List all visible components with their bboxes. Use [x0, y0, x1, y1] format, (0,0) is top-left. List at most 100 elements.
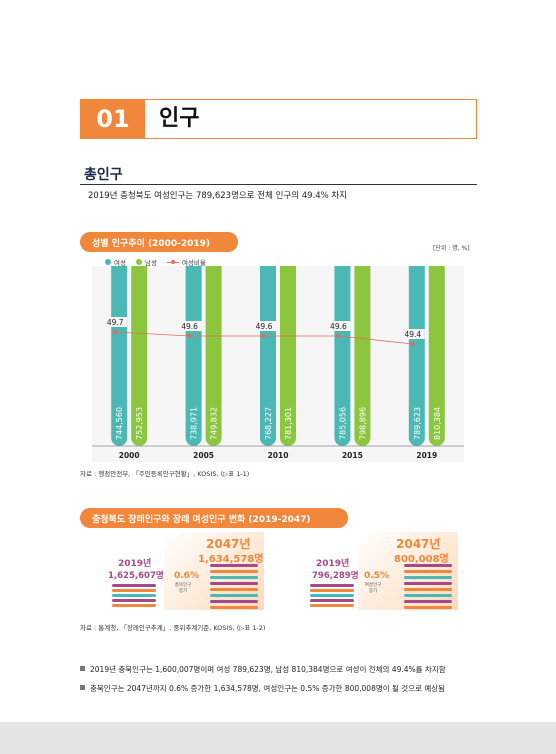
left-pct-label-2: 증가 — [178, 589, 188, 594]
ratio-point — [336, 334, 341, 338]
section-title: 총인구 — [84, 167, 123, 183]
left-value-future: 1,634,578명 — [198, 554, 264, 565]
x-tick-label: 2000 — [119, 451, 140, 460]
report-page: 01 인구 총인구 2019년 충청북도 여성인구는 789,623명으로 전체… — [0, 0, 556, 722]
stripe-large — [210, 570, 258, 573]
left-value-now: 1,625,607명 — [108, 571, 164, 581]
male-bar — [205, 256, 222, 446]
population-trend-chart: 744,560 752,953 2000 738,971 749,832 2005 768,… — [92, 237, 464, 462]
stripe-small — [310, 604, 354, 607]
summary-note: 2019년 충북인구는 1,600,007명이며 여성 789,623명, 남성… — [80, 664, 446, 675]
left-year-future: 2047년 — [206, 537, 251, 551]
legend-female: 여성 — [105, 257, 126, 267]
female-bar-label: 768,227 — [264, 407, 273, 440]
ratio-label-bg — [103, 317, 128, 327]
female-bar — [408, 248, 425, 446]
summary-note-text: 충북인구는 2047년까지 0.6% 증가한 1,634,578명, 여성인구는… — [90, 684, 446, 693]
male-bar — [354, 246, 371, 446]
right-year-now: 2019년 — [316, 559, 350, 569]
x-tick-label: 2010 — [268, 451, 289, 460]
section-subtitle: 2019년 충청북도 여성인구는 789,623명으로 전체 인구의 49.4%… — [88, 191, 348, 201]
male-bar — [428, 243, 445, 446]
stripe-large — [210, 564, 258, 567]
right-value-now: 796,289명 — [312, 571, 359, 581]
left-year-now: 2019년 — [118, 559, 152, 569]
stripe-small — [310, 594, 354, 597]
male-dot-icon — [135, 259, 142, 265]
ratio-line-icon — [166, 259, 179, 264]
female-bar-label: 738,971 — [190, 407, 199, 440]
ratio-point — [410, 342, 415, 346]
ratio-label: 49.4 — [404, 330, 421, 339]
stripe-small — [310, 589, 354, 592]
male-bar — [280, 249, 296, 446]
stripe-small — [112, 584, 156, 587]
stripe-large — [210, 606, 258, 609]
female-bar — [185, 258, 202, 446]
left-pct-label-1: 총북인구 — [174, 583, 192, 588]
page-bottom-strip — [0, 722, 556, 754]
right-value-future: 800,008명 — [394, 554, 449, 565]
female-dot-icon — [105, 259, 111, 265]
x-tick-label: 2005 — [193, 451, 214, 460]
female-bar — [334, 248, 351, 446]
ratio-label-bg — [252, 321, 276, 331]
ratio-point — [113, 330, 118, 334]
section-divider — [80, 184, 477, 185]
male-bar-label: 752,953 — [135, 407, 144, 440]
female-bar-label: 744,560 — [115, 407, 124, 440]
legend-male: 남성 — [135, 257, 157, 267]
chart1-unit: [단위 : 명, %] — [433, 245, 470, 252]
female-bar-label: 785,056 — [338, 407, 347, 440]
stripe-large — [404, 582, 452, 585]
female-bar — [260, 252, 276, 446]
male-bar-label: 810,384 — [433, 407, 442, 440]
summary-note: 충북인구는 2047년까지 0.6% 증가한 1,634,578명, 여성인구는… — [80, 683, 446, 694]
ratio-label: 49.6 — [330, 322, 347, 331]
male-bar — [131, 255, 148, 446]
future-female-infographic: 2019년 796,289명 2047년 800,008명 0.5% 여성인구 … — [300, 530, 468, 612]
x-tick-label: 2019 — [416, 451, 437, 460]
stripe-large — [210, 576, 258, 579]
male-bar-label: 781,301 — [284, 407, 293, 440]
stripe-small — [112, 604, 156, 607]
legend-ratio-label: 여성비율 — [181, 259, 206, 267]
male-bar-label: 749,832 — [210, 407, 219, 440]
male-bar-label: 798,896 — [358, 407, 367, 440]
chart1-title-pill: 성별 인구추이 (2000-2019) — [80, 232, 238, 252]
stripe-large — [210, 582, 258, 585]
stripe-large — [210, 588, 258, 591]
stripe-large — [404, 570, 452, 573]
chart1-legend: 여성 남성 여성비율 — [105, 257, 206, 267]
future-population-infographic: 2019년 1,625,607명 2047년 1,634,578명 0.6% 총… — [108, 530, 270, 612]
stripe-large — [210, 600, 258, 603]
stripe-large — [404, 606, 452, 609]
population-trend-chart-svg: 744,560 752,953 2000 738,971 749,832 2005 768,… — [92, 237, 464, 460]
legend-male-label: 남성 — [144, 259, 157, 267]
chart1-source: 자료 : 행정안전부, 「주민등록인구현황」, KOSIS, (▷표 1-1) — [80, 470, 250, 478]
ratio-label-bg — [400, 329, 425, 339]
stripe-large — [404, 576, 452, 579]
summary-note-text: 2019년 충북인구는 1,600,007명이며 여성 789,623명, 남성… — [90, 665, 446, 674]
left-pct: 0.6% — [174, 571, 199, 581]
right-year-future: 2047년 — [396, 537, 441, 551]
ratio-label: 49.6 — [256, 322, 273, 331]
right-pct-label-1: 여성인구 — [364, 583, 382, 588]
stripe-large — [404, 588, 452, 591]
summary-notes: 2019년 충북인구는 1,600,007명이며 여성 789,623명, 남성… — [80, 664, 446, 702]
bullet-square-icon — [80, 666, 85, 671]
stripe-small — [112, 594, 156, 597]
bullet-square-icon — [80, 685, 85, 690]
female-bar-label: 789,623 — [413, 407, 422, 440]
ratio-label-bg — [326, 321, 351, 331]
stripe-small — [310, 584, 354, 587]
stripe-large — [404, 594, 452, 597]
ratio-point — [262, 334, 266, 338]
chapter-header: 01 인구 — [80, 99, 477, 139]
chapter-number: 01 — [81, 100, 145, 138]
stripe-small — [112, 599, 156, 602]
right-pct: 0.5% — [364, 571, 389, 581]
x-tick-label: 2015 — [342, 451, 363, 460]
stripe-large — [210, 594, 258, 597]
female-bar — [111, 257, 128, 446]
